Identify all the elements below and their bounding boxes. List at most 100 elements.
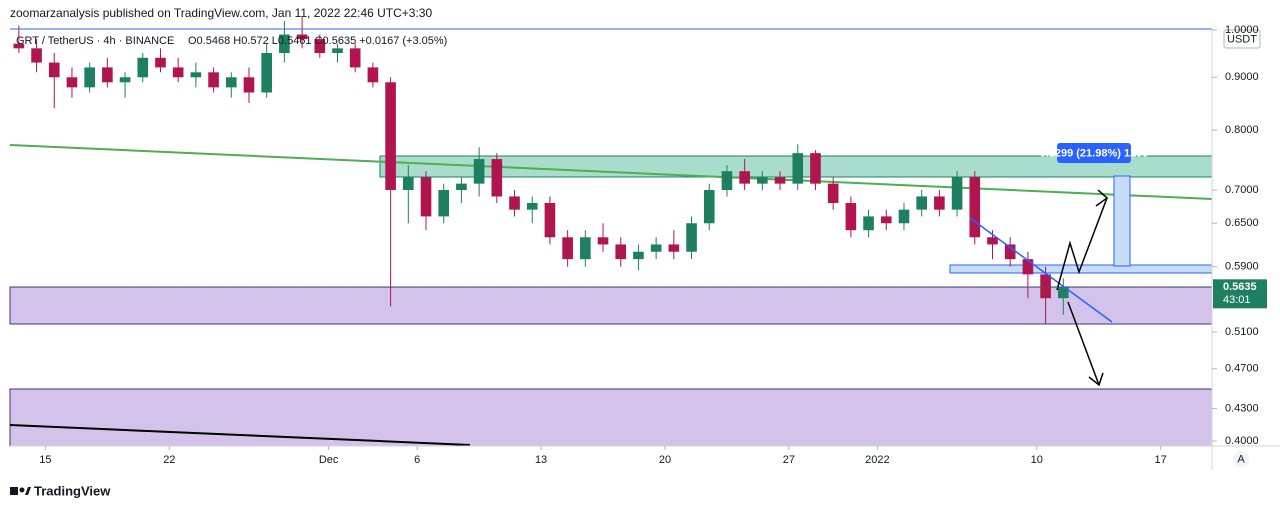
support-zone xyxy=(9,286,1213,325)
trend-line xyxy=(9,144,1213,200)
candle-body xyxy=(208,72,219,88)
candle-body xyxy=(863,216,874,231)
candle-body xyxy=(668,244,680,252)
candle-body xyxy=(987,237,998,245)
arrow-down-head xyxy=(1088,372,1104,387)
candle-body xyxy=(155,57,166,68)
last-price-box xyxy=(1213,279,1267,309)
candles xyxy=(13,16,1069,324)
candle-body xyxy=(31,48,42,63)
arrow-up xyxy=(1056,197,1108,291)
candle-body xyxy=(580,237,591,260)
candle-body xyxy=(827,183,839,204)
x-tick-label: 27 xyxy=(783,454,795,466)
candle-body xyxy=(491,159,503,197)
x-tick-label: 17 xyxy=(1155,454,1167,466)
candle-body xyxy=(739,171,750,184)
y-tick-label: 0.8000 xyxy=(1225,124,1259,136)
x-axis: 15 22 Dec 6 13 20 27 2022 10 17 xyxy=(39,446,1167,466)
candle-body xyxy=(438,190,450,217)
candle-body xyxy=(402,177,414,191)
candle-body xyxy=(473,159,485,184)
ohlc-legend: O0.5468 H0.572 L0.5461 C0.5635 +0.0167 (… xyxy=(188,35,447,47)
support-zone-lower xyxy=(9,388,1213,447)
arrow-up-head xyxy=(1095,189,1109,207)
candle-body xyxy=(420,177,432,217)
measure-box xyxy=(1113,175,1131,267)
candle-body xyxy=(1040,274,1051,299)
last-price: 0.5635 xyxy=(1223,281,1257,293)
candle-body xyxy=(951,177,963,210)
candle-body xyxy=(13,43,25,49)
candle-body xyxy=(225,77,237,88)
candle-body xyxy=(1004,244,1016,260)
candle-body xyxy=(562,237,573,260)
currency: USDT xyxy=(1227,33,1257,45)
brand: TradingView xyxy=(34,483,111,498)
candle-body xyxy=(774,177,786,184)
candle-body xyxy=(686,223,697,252)
symbol: GRT / TetherUS · 4h · BINANCE xyxy=(16,35,174,47)
candle-body xyxy=(385,82,396,191)
candle-body xyxy=(66,77,78,88)
candle-body xyxy=(721,171,733,191)
candle-body xyxy=(916,196,927,210)
candle-body xyxy=(190,72,202,78)
y-tick-label: 0.9000 xyxy=(1225,71,1259,83)
scale-mode[interactable]: A xyxy=(1237,453,1245,465)
y-tick-label: 0.4700 xyxy=(1225,363,1259,375)
down-trend-line xyxy=(969,217,1113,323)
measure-label-box xyxy=(1057,143,1131,163)
candle-body xyxy=(934,196,945,210)
candle-body xyxy=(898,209,910,224)
candle-body xyxy=(137,57,149,78)
measure-label: 0.1299 (21.98%) 1299 xyxy=(1040,147,1149,159)
candle-body xyxy=(48,62,60,78)
plot-area xyxy=(10,28,1212,446)
candle-body xyxy=(314,39,326,54)
countdown: 43:01 xyxy=(1223,294,1251,306)
candle-body xyxy=(367,67,379,83)
candle-body xyxy=(615,244,627,260)
candle-body xyxy=(544,203,556,238)
currency-box[interactable] xyxy=(1223,29,1261,49)
candle-body xyxy=(119,77,131,83)
candle-body xyxy=(261,53,272,93)
candle-body xyxy=(757,177,768,184)
candle-body xyxy=(102,67,113,83)
publisher: zoomarzanalysis published on TradingView… xyxy=(10,6,432,20)
x-tick-label: 22 xyxy=(163,454,175,466)
x-tick-label: 10 xyxy=(1031,454,1043,466)
y-tick-label: 0.4300 xyxy=(1225,403,1259,415)
scale-button[interactable] xyxy=(1233,451,1249,467)
candle-body xyxy=(84,67,95,88)
candle-body xyxy=(1057,287,1069,299)
candle-body xyxy=(526,203,538,210)
candle-body xyxy=(296,34,308,40)
y-tick-label: 1.0000 xyxy=(1225,24,1259,36)
brand-logo xyxy=(10,487,31,495)
candle-body xyxy=(456,183,467,191)
candle-body xyxy=(650,244,662,252)
x-tick-label: Dec xyxy=(319,454,339,466)
candle-body xyxy=(243,77,255,93)
y-axis: 1.0000 0.9000 0.8000 0.7000 0.6500 0.5900 0.51… xyxy=(1212,24,1259,447)
arrow-down xyxy=(1067,301,1100,386)
y-tick-label: 0.6500 xyxy=(1225,217,1259,229)
candle-body xyxy=(880,216,892,224)
y-tick-label: 0.7000 xyxy=(1225,184,1259,196)
x-tick-label: 2022 xyxy=(865,454,889,466)
x-tick-label: 20 xyxy=(659,454,671,466)
candle-body xyxy=(845,203,857,231)
candle-body xyxy=(332,48,343,54)
candle-body xyxy=(509,196,520,210)
candle-body xyxy=(810,153,821,184)
x-tick-label: 13 xyxy=(535,454,547,466)
trend-line-lower xyxy=(9,424,471,446)
x-tick-label: 6 xyxy=(414,454,420,466)
y-tick-label: 0.4000 xyxy=(1225,435,1259,447)
y-tick-label: 0.5100 xyxy=(1225,326,1259,338)
x-tick-label: 15 xyxy=(39,454,51,466)
